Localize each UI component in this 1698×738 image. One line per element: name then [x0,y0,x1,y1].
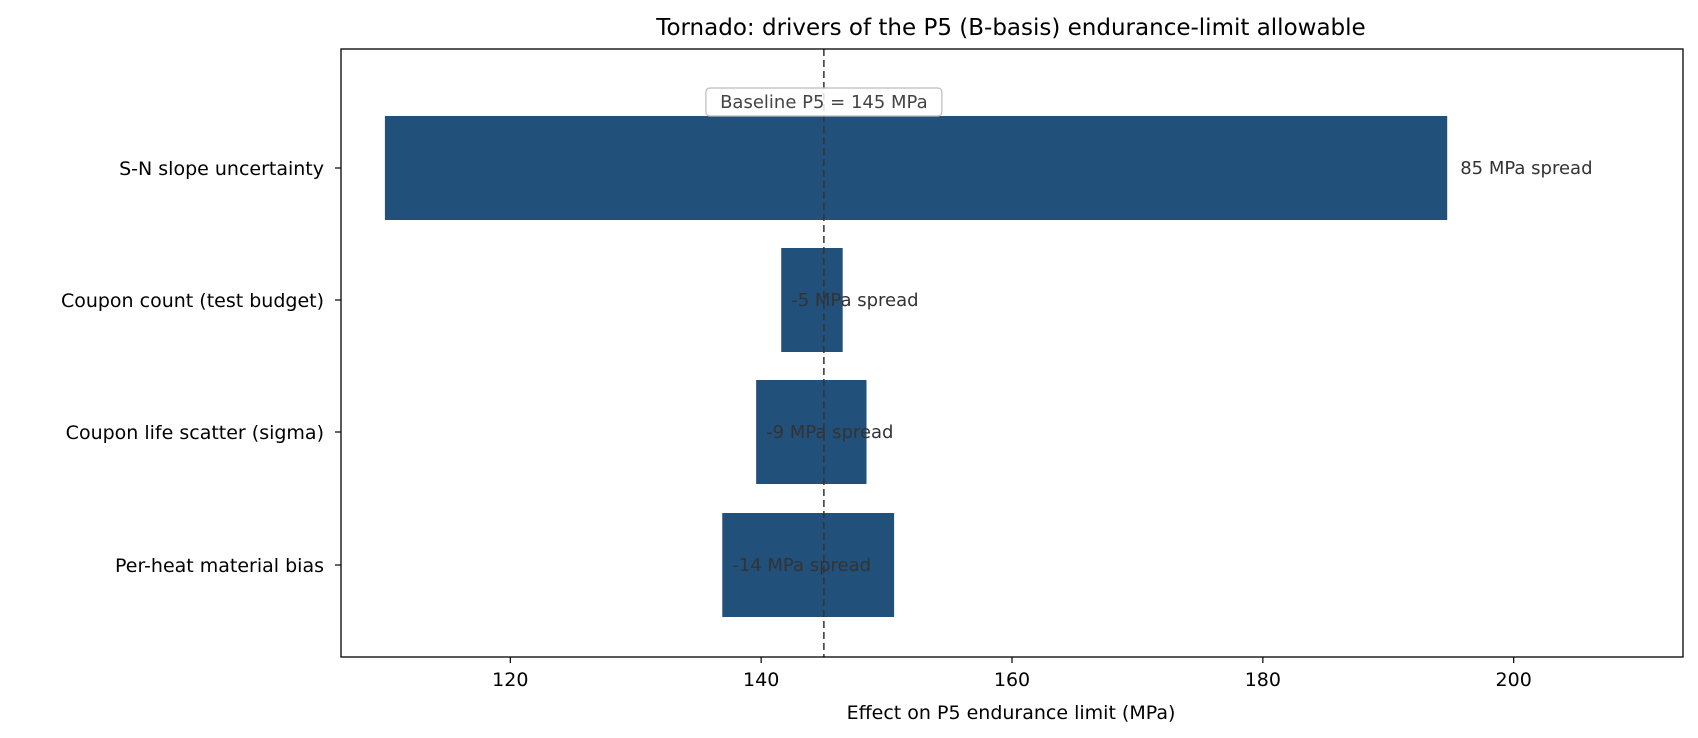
x-tick-label-140: 140 [743,669,779,691]
bar-label-3: -9 MPa spread [766,422,893,443]
x-axis-label: Effect on P5 endurance limit (MPa) [847,702,1176,724]
x-tick-label-180: 180 [1245,669,1281,691]
baseline-annotation: Baseline P5 = 145 MPa [705,87,943,117]
y-tick-label-4: Per-heat material bias [115,555,324,577]
bar-label-1: 85 MPa spread [1460,158,1592,179]
x-tick-label-120: 120 [492,669,528,691]
x-tick-label-160: 160 [994,669,1030,691]
baseline-annotation-box [705,87,943,117]
y-tick-label-1: S-N slope uncertainty [119,158,324,180]
baseline-annotation-text: Baseline P5 = 145 MPa [720,92,928,113]
y-tick-label-2: Coupon count (test budget) [61,290,324,312]
bar-label-4: -14 MPa spread [732,555,871,576]
bar-1 [384,116,1448,220]
chart-title: Tornado: drivers of the P5 (B-basis) end… [655,15,1365,41]
bar-label-2: -5 MPa spread [791,290,918,311]
x-tick-label-200: 200 [1496,669,1532,691]
bar-3 [756,380,867,484]
bar-4 [722,513,895,617]
y-tick-label-3: Coupon life scatter (sigma) [66,422,324,444]
plot-area: 85 MPa spread -5 MPa spread -9 MPa spread -… [61,48,1684,691]
bar-2 [781,248,843,352]
